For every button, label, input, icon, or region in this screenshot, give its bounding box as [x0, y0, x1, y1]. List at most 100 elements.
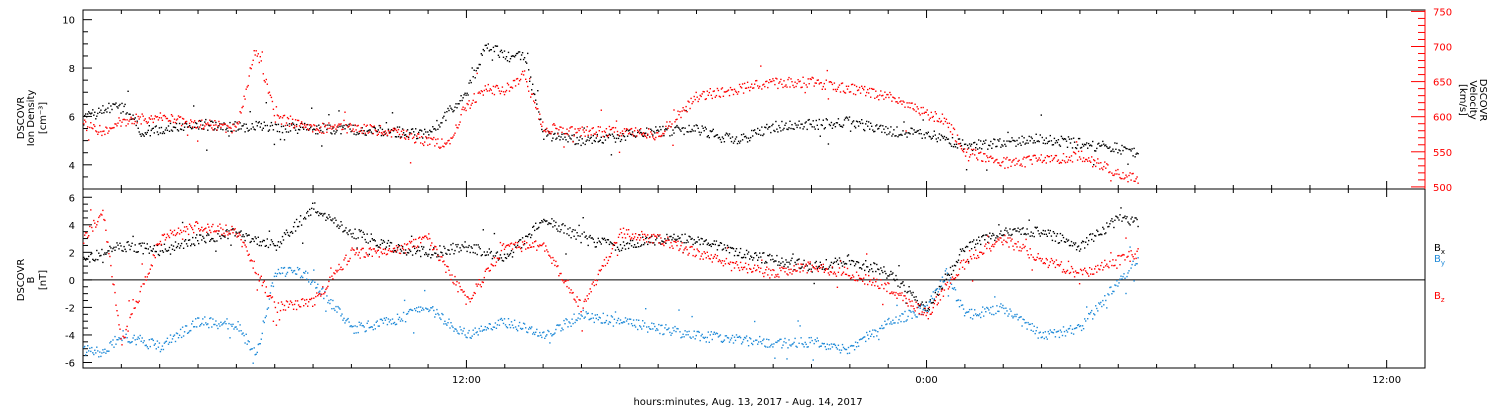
bx-point [88, 255, 90, 258]
bx-point [114, 249, 116, 251]
bz-point [354, 253, 356, 256]
velocity-point [155, 116, 157, 118]
bx-point [675, 239, 677, 241]
density-point [704, 126, 706, 128]
density-point [358, 132, 360, 135]
velocity-point [533, 100, 535, 102]
bx-point [482, 229, 484, 231]
density-point [889, 131, 891, 133]
bx-point [1036, 226, 1038, 228]
bz-point [595, 283, 597, 286]
by-point [271, 282, 274, 284]
by-point [1020, 316, 1022, 318]
bz-point [479, 284, 481, 286]
bz-point [605, 256, 608, 259]
density-point [995, 145, 997, 148]
by-point [430, 307, 432, 309]
velocity-point [168, 119, 171, 122]
density-point [759, 129, 761, 131]
velocity-point [276, 114, 279, 116]
density-point [468, 82, 470, 84]
by-point [155, 348, 157, 350]
density-point [686, 131, 688, 133]
by-point [804, 341, 806, 344]
bz-point [613, 241, 616, 244]
bx-point [672, 237, 674, 239]
velocity-point [605, 128, 608, 130]
density-point [83, 124, 85, 126]
velocity-point [425, 136, 427, 138]
velocity-point [219, 123, 221, 125]
velocity-point [169, 120, 172, 122]
by-point [927, 310, 929, 313]
velocity-point [375, 130, 377, 132]
bx-point [925, 301, 927, 303]
velocity-point [554, 124, 556, 126]
velocity-point [588, 130, 590, 133]
bx-point [526, 235, 528, 237]
bx-point [498, 257, 501, 259]
by-point [252, 362, 254, 364]
density-point [402, 132, 405, 134]
velocity-point [297, 119, 300, 122]
density-point [440, 122, 442, 124]
bx-point [977, 242, 979, 245]
density-point [455, 103, 457, 105]
velocity-point [1109, 171, 1111, 173]
density-point [464, 92, 466, 94]
density-point [793, 128, 795, 130]
bx-point [381, 242, 384, 244]
bx-point [586, 238, 588, 240]
bx-point [878, 268, 880, 271]
bx-point [793, 269, 795, 271]
velocity-point [841, 82, 844, 84]
velocity-point [587, 134, 589, 136]
bz-point [629, 238, 632, 240]
bz-point [153, 254, 155, 257]
velocity-point [779, 81, 781, 83]
velocity-point [382, 131, 385, 133]
by-point [1059, 329, 1062, 331]
velocity-point [656, 132, 658, 134]
by-point [851, 345, 854, 347]
by-point [708, 341, 710, 343]
bz-point [101, 214, 103, 216]
by-point [906, 319, 908, 321]
density-point [191, 128, 193, 130]
density-point [747, 137, 750, 139]
bx-point [360, 229, 362, 232]
by-point [929, 300, 931, 303]
velocity-point [534, 102, 536, 104]
bx-point [995, 237, 997, 239]
bz-point [102, 209, 104, 212]
density-point [458, 103, 460, 105]
velocity-point [953, 128, 956, 131]
density-point [167, 125, 170, 127]
bx-point [696, 241, 698, 243]
velocity-point [148, 117, 150, 119]
density-point [541, 128, 543, 131]
by-point [205, 322, 207, 324]
bx-point [809, 263, 811, 265]
velocity-point [692, 101, 694, 103]
bx-point [161, 250, 164, 252]
density-point [741, 139, 744, 141]
bx-point [902, 281, 904, 283]
bx-point [355, 238, 357, 240]
density-point [872, 129, 874, 131]
by-point [728, 341, 731, 343]
bx-point [744, 256, 747, 259]
bx-point [266, 238, 268, 240]
bz-point [571, 292, 573, 294]
by-point [622, 321, 625, 323]
velocity-point [171, 115, 174, 117]
x-tick-label: 12:00 [452, 375, 481, 386]
density-point [964, 143, 967, 145]
by-point [829, 348, 832, 350]
velocity-point [721, 87, 724, 89]
density-point [380, 134, 383, 137]
by-point [196, 326, 198, 328]
by-point [774, 357, 776, 359]
by-point [242, 332, 244, 334]
bx-point [217, 233, 219, 235]
